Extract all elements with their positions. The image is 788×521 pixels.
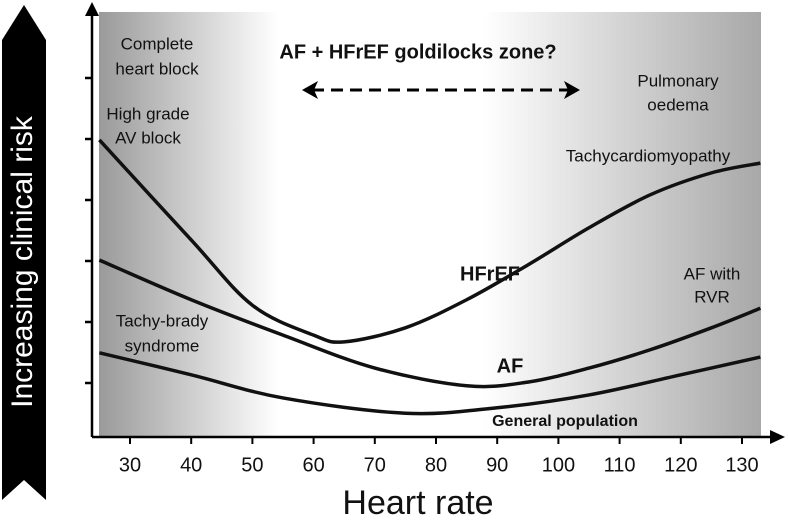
y-axis-arrow-banner: [2, 5, 46, 500]
line-series: [98, 138, 761, 344]
x-tick-label: 100: [542, 454, 575, 476]
annotation: High grade: [106, 104, 189, 123]
axes: [85, 12, 775, 439]
x-tick-label: 60: [302, 454, 324, 476]
x-tick-label: 40: [180, 454, 202, 476]
annotation: AV block: [115, 128, 181, 147]
x-tick-label: 110: [604, 454, 636, 476]
x-tick-label: 50: [241, 454, 263, 476]
annotation: syndrome: [125, 336, 200, 355]
y-axis-label: Increasing clinical risk: [6, 115, 39, 408]
annotation: oedema: [647, 95, 709, 114]
plot-background: [99, 12, 761, 437]
x-axis-label: Heart rate: [342, 484, 493, 521]
annotation: heart block: [115, 59, 199, 78]
annotation: Complete: [121, 34, 194, 53]
annotation: AF with: [684, 264, 741, 283]
x-tick-label: 120: [664, 454, 697, 476]
x-tick-label: 70: [364, 454, 386, 476]
x-tick-label: 90: [486, 454, 508, 476]
series-label: HFrEF: [460, 263, 520, 285]
annotation: Pulmonary: [637, 71, 719, 90]
annotation: RVR: [694, 287, 730, 306]
x-tick-label: 80: [425, 454, 447, 476]
annotation: Tachycardiomyopathy: [566, 146, 731, 165]
x-tick-label: 130: [725, 454, 758, 476]
x-tick-label: 30: [119, 454, 141, 476]
series-label: General population: [492, 413, 638, 430]
line-series: [98, 351, 761, 416]
annotation: Tachy-brady: [116, 311, 209, 330]
line-series: [98, 258, 762, 389]
goldilocks-arrow: [302, 81, 580, 99]
series-label: AF: [497, 355, 524, 377]
chart-title: AF + HFrEF goldilocks zone?: [279, 41, 556, 63]
